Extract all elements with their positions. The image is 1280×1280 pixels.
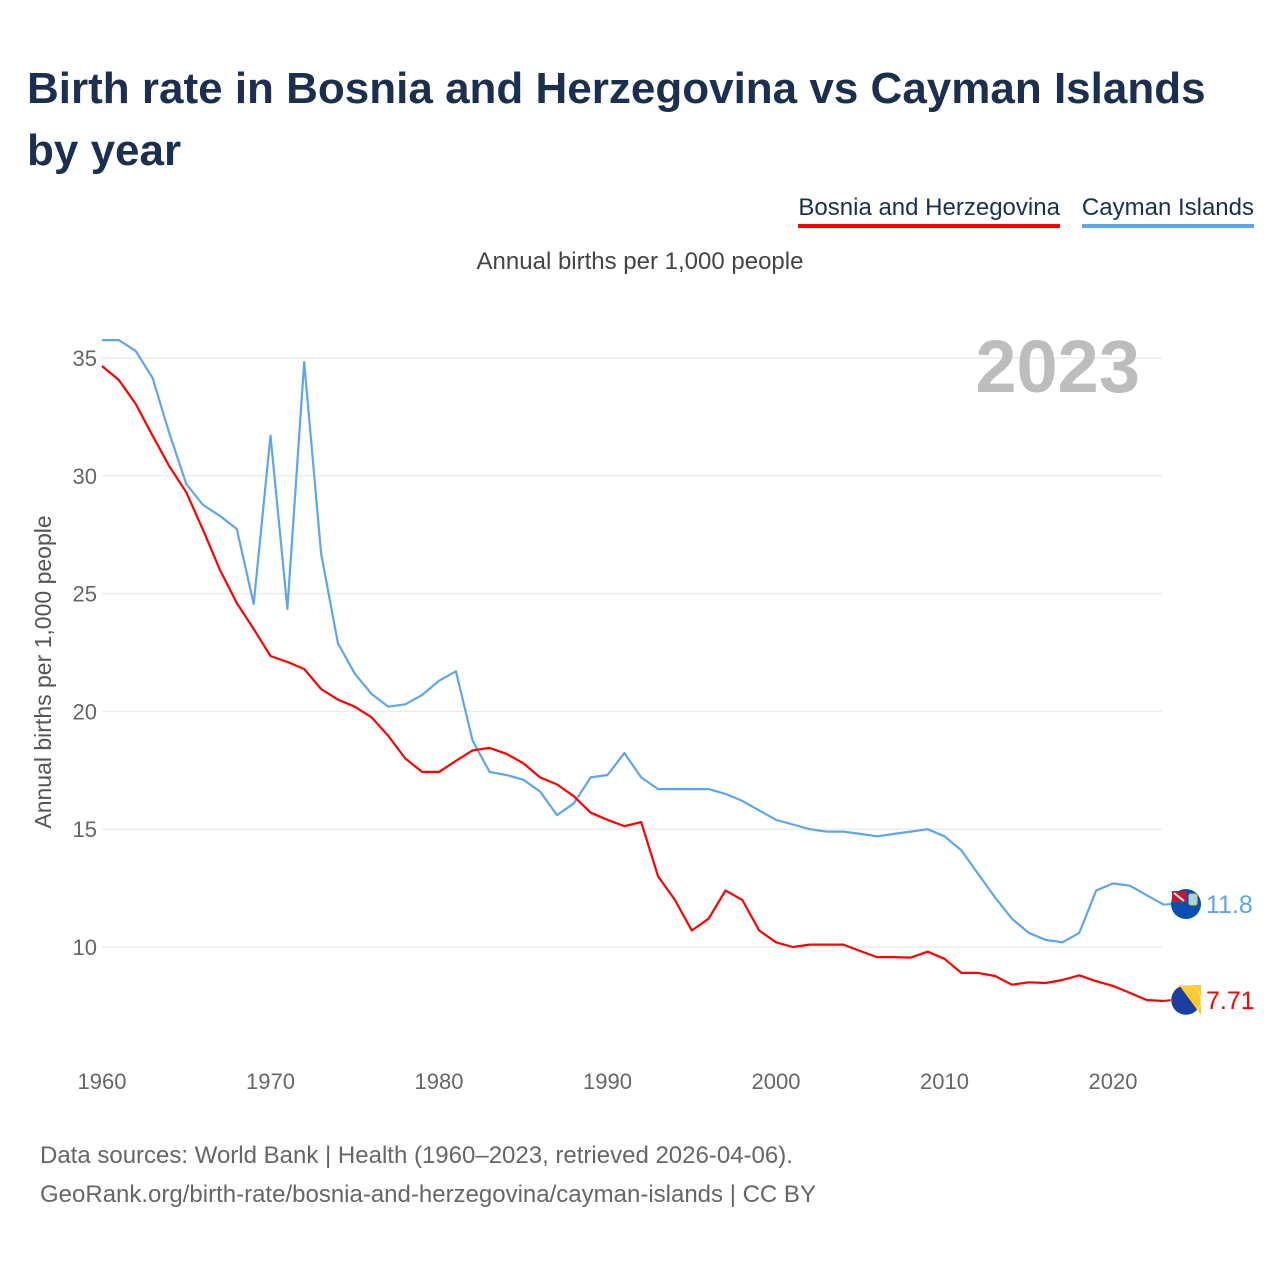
bosnia-flag-icon bbox=[1170, 984, 1202, 1016]
y-axis-label: Annual births per 1,000 people bbox=[30, 515, 56, 828]
series-line-bosnia bbox=[101, 365, 1164, 1003]
flag-cross bbox=[1173, 892, 1185, 902]
x-tick-label: 1960 bbox=[78, 1069, 127, 1094]
x-tick-label: 2010 bbox=[920, 1069, 969, 1094]
flag-crest bbox=[1188, 893, 1198, 906]
y-tick-label: 20 bbox=[73, 699, 97, 724]
source-link[interactable]: GeoRank.org/birth-rate/bosnia-and-herzeg… bbox=[40, 1181, 816, 1208]
year-label: 2023 bbox=[975, 325, 1140, 408]
flag-border bbox=[1170, 984, 1202, 1016]
chart-subtitle: Annual births per 1,000 people bbox=[476, 248, 804, 275]
y-tick-label: 15 bbox=[73, 817, 97, 842]
x-tick-label: 1970 bbox=[246, 1069, 295, 1094]
chart-title: Birth rate in Bosnia and Herzegovina vs … bbox=[27, 64, 1206, 175]
x-tick-label: 2000 bbox=[752, 1069, 801, 1094]
data-source-text: Data sources: World Bank | Health (1960–… bbox=[40, 1142, 793, 1169]
flag-triangle bbox=[1179, 985, 1201, 1015]
end-value-label: 11.8 bbox=[1206, 891, 1253, 919]
y-tick-label: 30 bbox=[73, 464, 97, 489]
legend-item-cayman[interactable]: Cayman Islands bbox=[1081, 194, 1254, 228]
end-connector bbox=[1163, 999, 1173, 1002]
end-connector bbox=[1163, 903, 1173, 906]
cayman-flag-icon bbox=[1171, 889, 1201, 919]
x-tick-label: 1990 bbox=[583, 1069, 632, 1094]
x-tick-label: 1980 bbox=[415, 1069, 464, 1094]
y-tick-label: 10 bbox=[73, 935, 97, 960]
end-value-label: 7.71 bbox=[1206, 987, 1255, 1015]
legend-item-bosnia[interactable]: Bosnia and Herzegovina bbox=[798, 194, 1060, 228]
x-tick-label: 2020 bbox=[1089, 1069, 1138, 1094]
legend: Bosnia and Herzegovina Cayman Islands bbox=[798, 194, 1254, 228]
footer: Data sources: World Bank | Health (1960–… bbox=[40, 1136, 816, 1214]
y-tick-label: 35 bbox=[73, 346, 97, 371]
series-line-cayman bbox=[102, 339, 1165, 944]
y-tick-label: 25 bbox=[73, 582, 97, 607]
